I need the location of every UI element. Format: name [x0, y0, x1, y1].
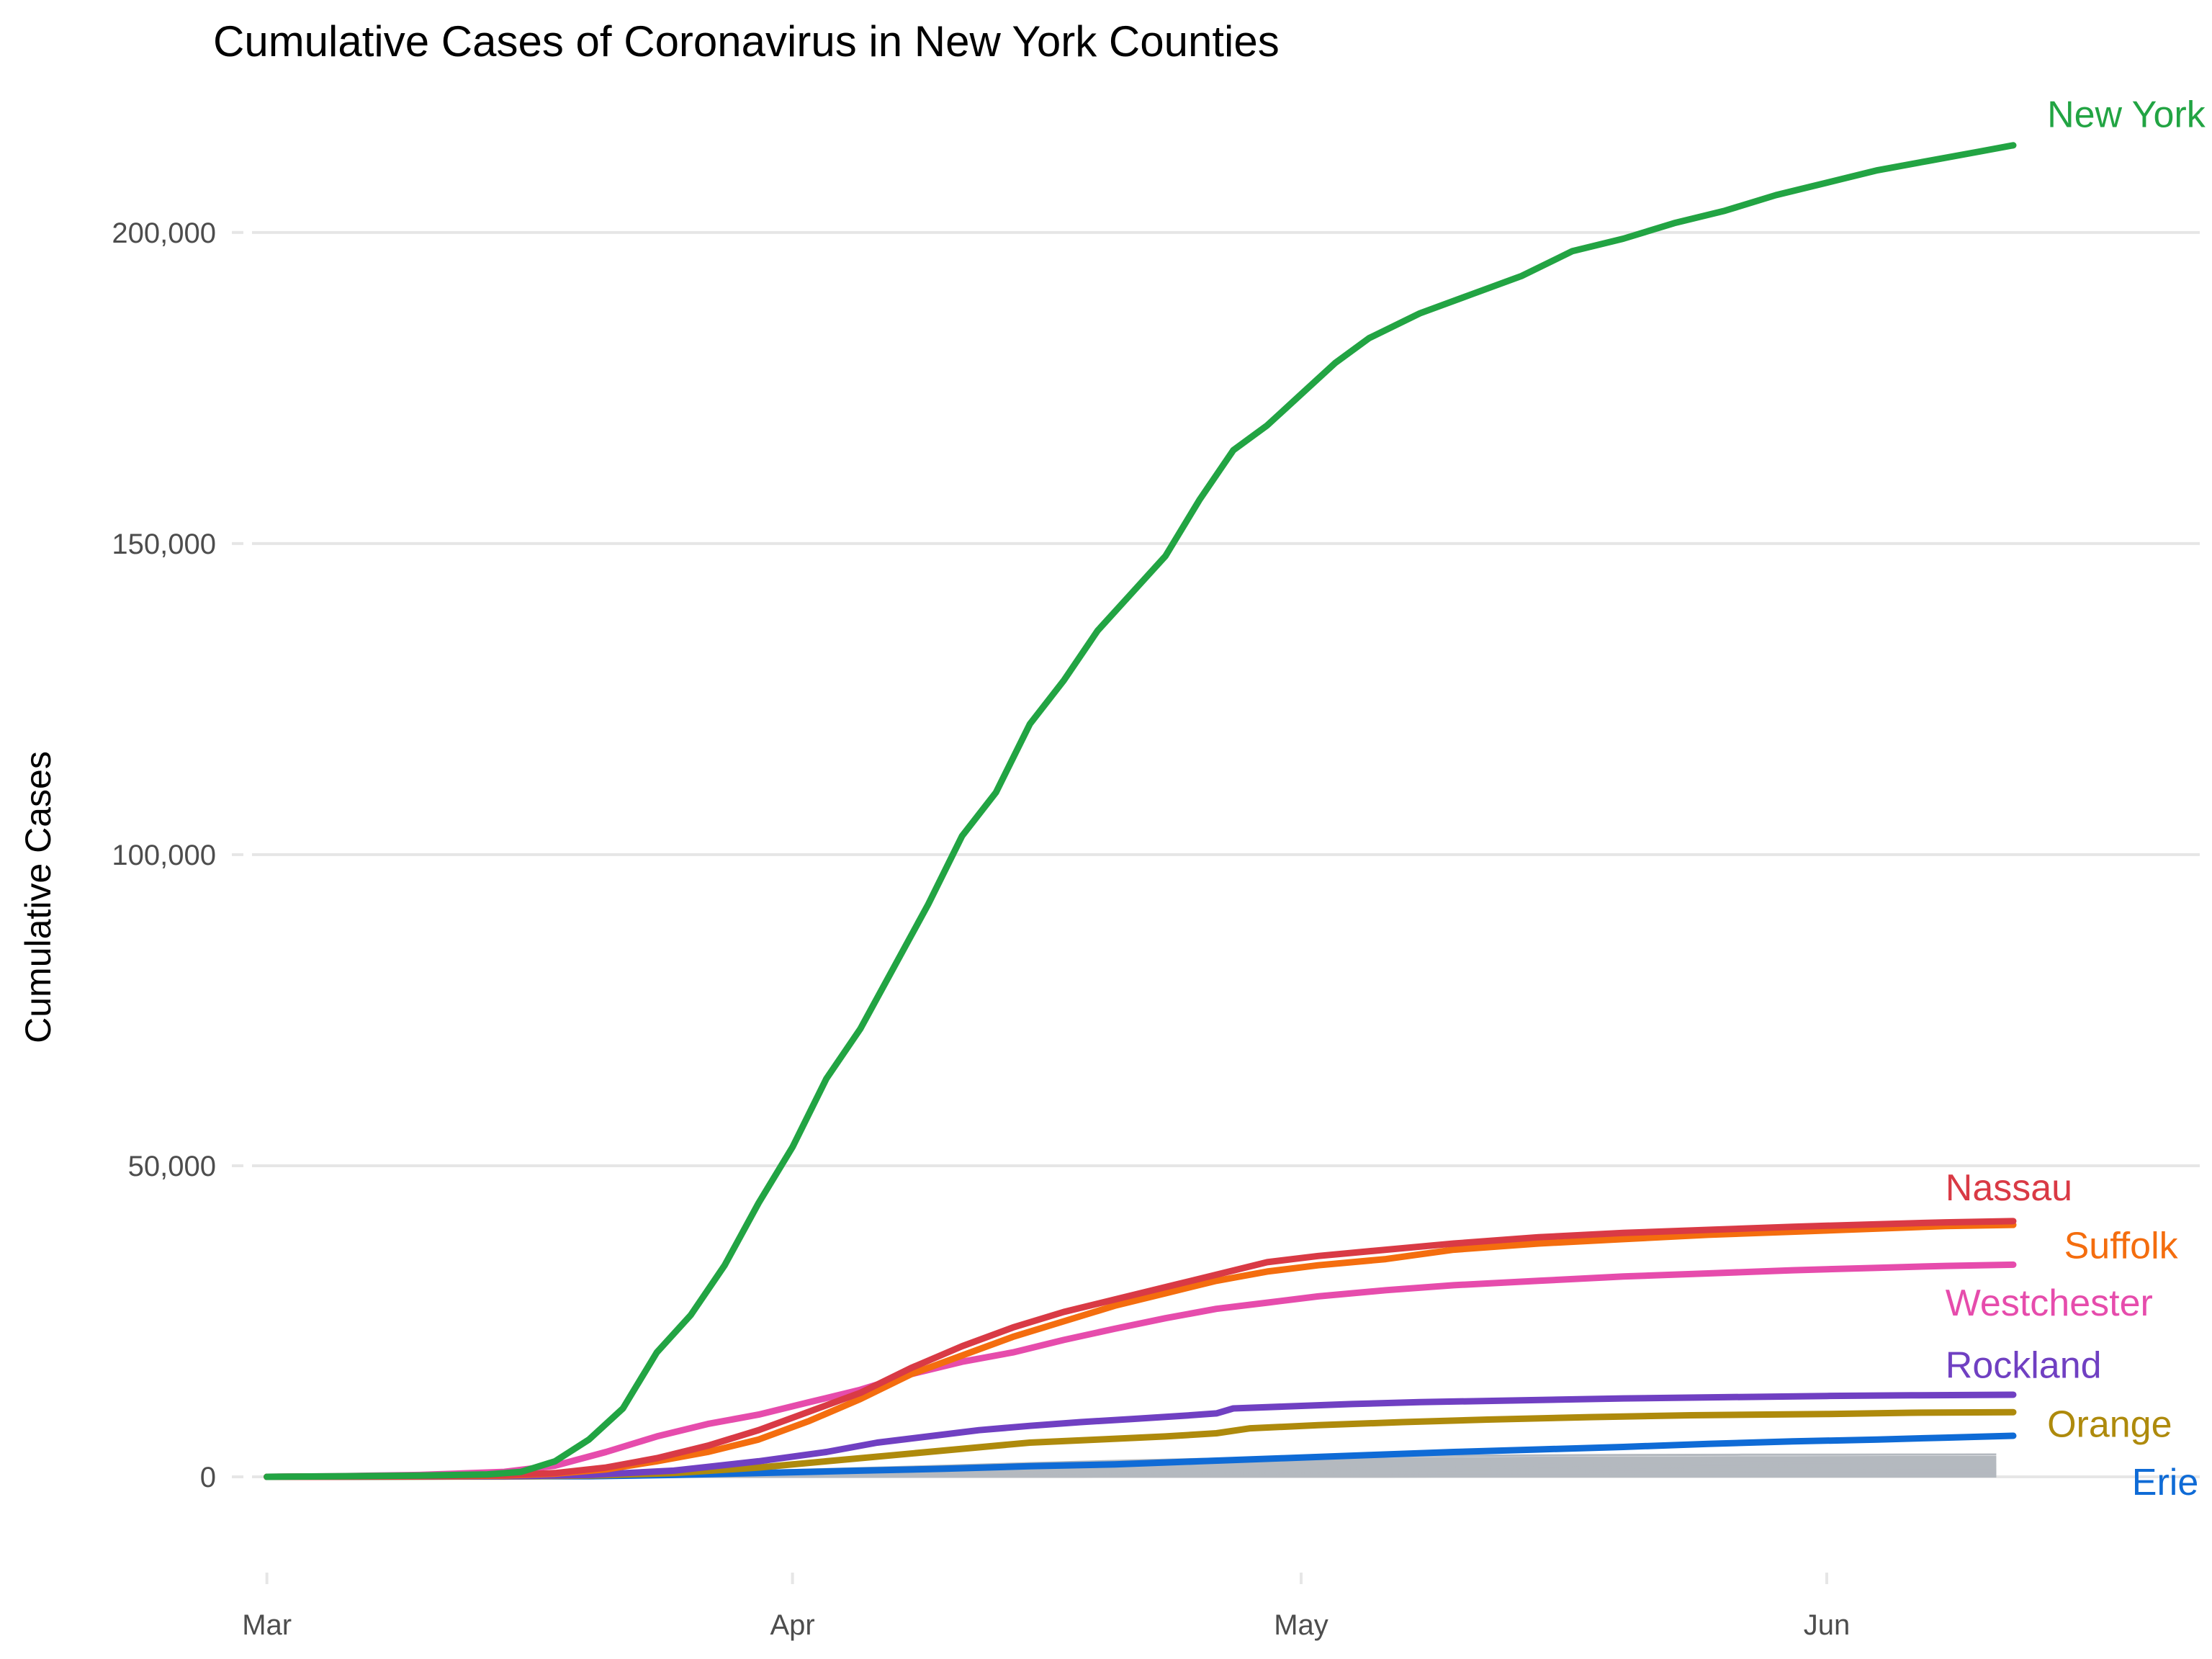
series-lines	[264, 142, 2017, 1480]
y-tick-label-4: 200,000	[112, 217, 216, 249]
x-tick-label-3: Jun	[1804, 1609, 1851, 1641]
y-tick-label-2: 100,000	[112, 840, 216, 871]
x-tick-label-2: May	[1274, 1609, 1328, 1641]
y-tick-label-0: 0	[200, 1462, 216, 1493]
y-tick-label-1: 50,000	[128, 1151, 216, 1182]
series-labels: New York City Nassau Suffolk Westchester Roc…	[1946, 94, 2212, 1503]
series-line-nassau	[264, 1218, 2017, 1480]
x-tick-label-1: Apr	[770, 1609, 814, 1641]
gridlines	[252, 230, 2200, 1479]
series-line-rockland	[264, 1391, 2017, 1480]
y-axis: 0 50,000 100,000 150,000 200,000	[112, 217, 243, 1493]
y-axis-title: Cumulative Cases	[18, 751, 58, 1043]
chart-title: Cumulative Cases of Coronavirus in New Y…	[213, 17, 1280, 66]
series-line-new-york-city	[264, 142, 2017, 1480]
series-label-suffolk: Suffolk	[2064, 1226, 2179, 1267]
series-line-westchester	[264, 1261, 2017, 1480]
x-tick-label-0: Mar	[242, 1609, 292, 1641]
x-axis: Mar Apr May Jun	[242, 1573, 1850, 1641]
series-line-orange	[264, 1408, 2017, 1480]
y-tick-label-3: 150,000	[112, 529, 216, 560]
series-label-new-york-city: New York City	[2047, 94, 2212, 136]
series-line-erie	[264, 1432, 2017, 1480]
series-label-westchester: Westchester	[1946, 1282, 2153, 1324]
series-label-erie: Erie	[2132, 1462, 2198, 1503]
series-label-nassau: Nassau	[1946, 1167, 2072, 1209]
series-label-rockland: Rockland	[1946, 1344, 2102, 1386]
series-label-orange: Orange	[2047, 1404, 2172, 1446]
